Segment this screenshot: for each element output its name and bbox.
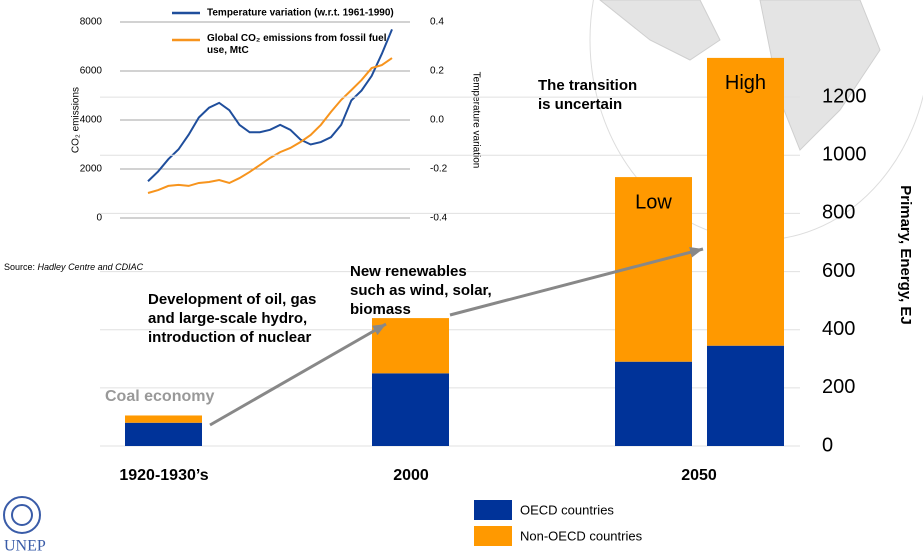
- bar-label: High: [725, 72, 766, 94]
- y-tick-label: 6000: [80, 66, 103, 77]
- y2-tick-label: -0.2: [430, 164, 448, 175]
- y-tick-label: 2000: [80, 164, 103, 175]
- arrow-head: [689, 246, 703, 258]
- bar-segment: [372, 318, 449, 374]
- bar-label: Low: [635, 191, 672, 213]
- y-tick-label: 1000: [822, 144, 867, 166]
- y2-tick-label: 0.4: [430, 17, 444, 28]
- unep-logo: [3, 496, 41, 534]
- legend-label: Temperature variation (w.r.t. 1961-1990): [207, 8, 394, 19]
- y-axis-label: CO₂ emissions: [71, 87, 82, 153]
- arrow-head: [372, 324, 386, 336]
- legend-label: Global CO₂ emissions from fossil fuel us…: [207, 33, 387, 56]
- y-tick-label: 400: [822, 318, 855, 340]
- legend-swatch: [474, 500, 512, 520]
- arrow: [209, 322, 387, 427]
- bar-segment: [707, 345, 784, 446]
- y-tick-label: 600: [822, 260, 855, 282]
- y2-tick-label: 0.0: [430, 115, 444, 126]
- y-tick-label: 0: [822, 434, 833, 456]
- y-tick-label: 1200: [822, 85, 867, 107]
- source-label: Source:: [4, 262, 36, 272]
- bar-segment: [707, 57, 784, 346]
- y2-tick-label: -0.4: [430, 213, 448, 224]
- y2-tick-label: 0.2: [430, 66, 444, 77]
- x-tick-label: 1920-1930’s: [119, 467, 208, 484]
- source-text: Hadley Centre and CDIAC: [37, 262, 144, 272]
- x-tick-label: 2050: [681, 467, 717, 484]
- bar-segment: [372, 373, 449, 446]
- legend-label: OECD countries: [520, 502, 614, 517]
- bar-segment: [615, 361, 692, 446]
- globe-background: [589, 0, 923, 241]
- bar-segment: [125, 415, 202, 423]
- y-axis-label: Primary, Energy, EJ: [897, 185, 914, 325]
- y-tick-label: 8000: [80, 17, 103, 28]
- y-tick-label: 800: [822, 202, 855, 224]
- x-tick-label: 2000: [393, 467, 429, 484]
- legend-swatch: [474, 526, 512, 546]
- annotation: The transition is uncertain: [538, 77, 638, 113]
- y-tick-label: 4000: [80, 115, 103, 126]
- source: Source: Hadley Centre and CDIAC: [4, 262, 143, 272]
- line-series: [147, 28, 393, 182]
- bar-segment: [125, 422, 202, 446]
- annotation: Coal economy: [105, 388, 215, 405]
- y2-axis-label: Temperature variation: [470, 72, 481, 169]
- y-tick-label: 200: [822, 376, 855, 398]
- logo-text: UNEP: [4, 538, 46, 552]
- annotation: Development of oil, gas and large-scale …: [148, 291, 317, 346]
- line-series: [147, 57, 393, 194]
- annotation: New renewables such as wind, solar, biom…: [350, 263, 492, 318]
- arrow: [449, 247, 704, 317]
- y-tick-label: 0: [96, 213, 102, 224]
- legend-label: Non-OECD countries: [520, 528, 643, 543]
